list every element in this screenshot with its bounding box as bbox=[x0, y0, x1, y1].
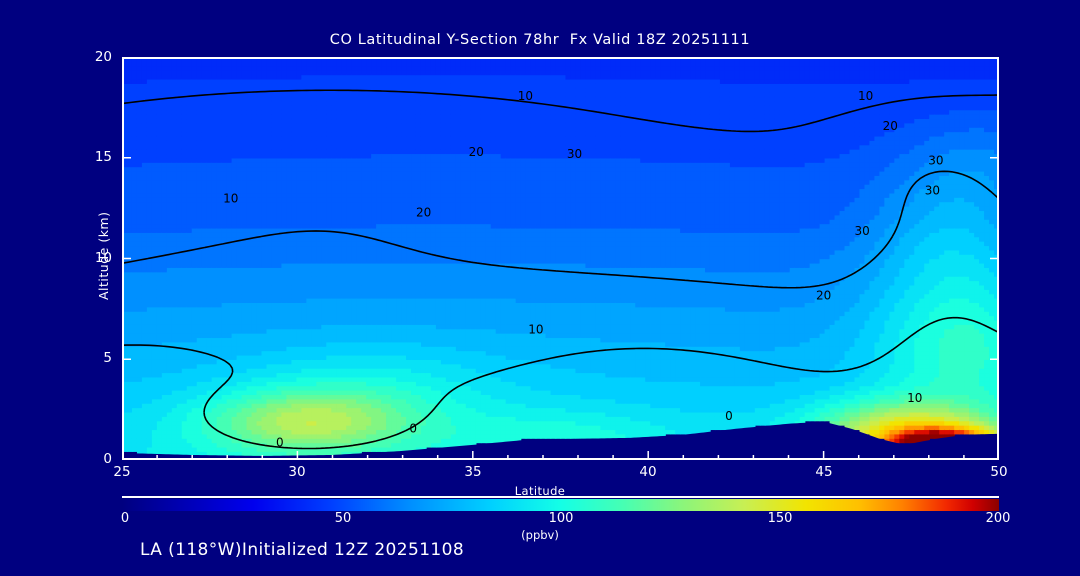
y-tick-label: 15 bbox=[94, 149, 112, 165]
colorbar-top-rule bbox=[122, 496, 999, 498]
x-tick-label: 25 bbox=[113, 464, 131, 480]
figure-footer: LA (118°W)Initialized 12Z 20251108 bbox=[140, 540, 465, 560]
y-tick-label: 5 bbox=[103, 350, 112, 366]
colorbar-tick-label: 100 bbox=[548, 511, 574, 526]
x-tick-label: 35 bbox=[464, 464, 482, 480]
y-tick-label: 0 bbox=[103, 451, 112, 467]
cross-section-plot[interactable]: 10 10 20 20 30 30 30 30 20 20 10 10 10 0 0 0 bbox=[122, 57, 999, 460]
y-tick-label: 10 bbox=[94, 250, 112, 266]
line-contour-layer bbox=[122, 89, 999, 450]
colorbar-gradient bbox=[122, 499, 999, 511]
y-tick-label: 20 bbox=[94, 49, 112, 65]
chart-title: CO Latitudinal Y-Section 78hr Fx Valid 1… bbox=[329, 32, 751, 48]
colorbar-tick-label: 50 bbox=[334, 511, 352, 526]
colorbar-unit-label: (ppbv) bbox=[521, 528, 559, 542]
x-tick-label: 45 bbox=[815, 464, 833, 480]
colorbar[interactable] bbox=[122, 496, 999, 511]
terrain-mask-layer bbox=[122, 421, 999, 460]
colorbar-tick-label: 150 bbox=[767, 511, 793, 526]
colorbar-tick-label: 200 bbox=[985, 511, 1011, 526]
x-tick-label: 40 bbox=[639, 464, 657, 480]
colorbar-tick-label: 0 bbox=[120, 511, 130, 526]
x-tick-label: 30 bbox=[288, 464, 306, 480]
plot-frame bbox=[122, 57, 999, 460]
x-tick-label: 50 bbox=[990, 464, 1008, 480]
axis-ticks bbox=[122, 57, 999, 460]
x-axis-label: Latitude bbox=[514, 484, 566, 498]
filled-contour-layer bbox=[122, 57, 999, 457]
